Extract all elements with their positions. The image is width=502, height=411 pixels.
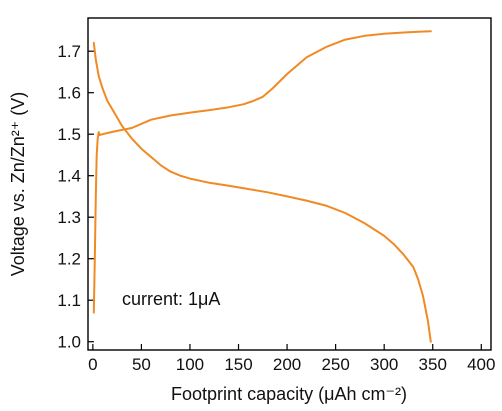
x-tick-label: 350 — [419, 355, 447, 374]
axis-ticks: 0 50 100 150 200 250 300 350 400 1.0 1.1 1.2 1.3 1.4 1… — [57, 42, 495, 374]
x-tick-label: 100 — [176, 355, 204, 374]
x-tick-label: 150 — [224, 355, 252, 374]
plot-frame — [87, 17, 492, 351]
x-tick-label: 400 — [467, 355, 495, 374]
y-axis-label: Voltage vs. Zn/Zn²⁺ (V) — [8, 92, 28, 277]
y-tick-label: 1.7 — [57, 42, 81, 61]
x-tick-label: 0 — [88, 355, 97, 374]
x-tick-label: 300 — [370, 355, 398, 374]
x-tick-label: 50 — [132, 355, 151, 374]
y-tick-label: 1.2 — [57, 250, 81, 269]
discharge-curve — [92, 41, 432, 343]
x-tick-label: 250 — [321, 355, 349, 374]
y-tick-label: 1.3 — [57, 208, 81, 227]
y-tick-label: 1.6 — [57, 84, 81, 103]
y-tick-label: 1.1 — [57, 291, 81, 310]
y-tick-label: 1.5 — [57, 125, 81, 144]
charge-curve — [92, 30, 432, 314]
data-series — [92, 30, 432, 343]
x-axis-label: Footprint capacity (μAh cm⁻²) — [171, 384, 407, 404]
y-tick-label: 1.4 — [57, 167, 81, 186]
x-tick-label: 200 — [273, 355, 301, 374]
current-annotation: current: 1μA — [122, 289, 220, 309]
y-tick-label: 1.0 — [57, 333, 81, 352]
